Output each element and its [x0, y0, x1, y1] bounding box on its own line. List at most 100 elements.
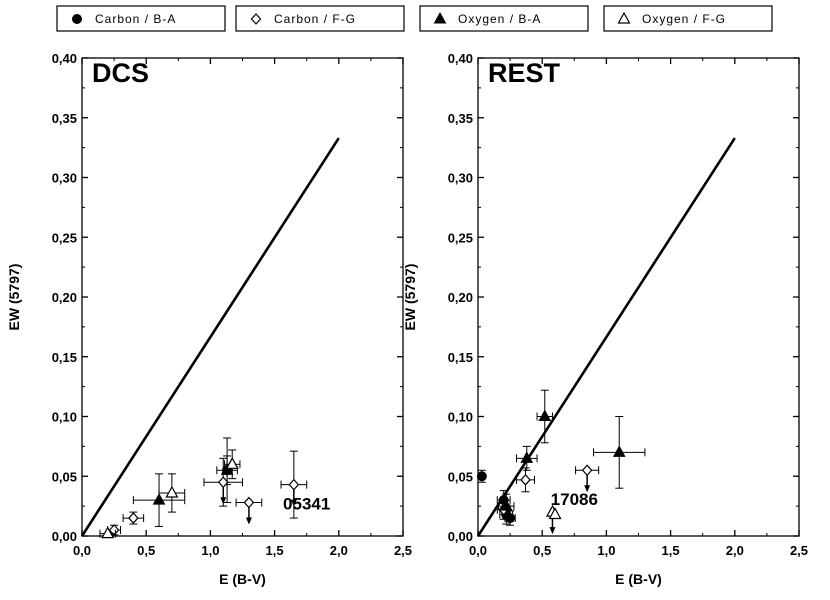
y-tick-label: 0,35: [52, 111, 77, 126]
marker-open-triangle-icon: [165, 485, 179, 498]
marker-open-diamond-icon: [108, 524, 120, 536]
series-open-triangle: [99, 449, 241, 539]
marker-filled-triangle-icon: [499, 499, 513, 511]
panel-title: DCS: [92, 58, 149, 88]
legend-box: [603, 5, 773, 32]
y-tick-label: 0,25: [52, 230, 77, 245]
legend-entry-4: Oxygen / F-G: [603, 5, 773, 32]
y-tick-label: 0,05: [448, 469, 473, 484]
y-tick-label: 0,05: [52, 469, 77, 484]
y-tick-label: 0,35: [448, 111, 473, 126]
legend-entry-3: Oxygen / B-A: [419, 5, 589, 32]
y-tick-label: 0,40: [52, 51, 77, 66]
y-tick-label: 0,00: [52, 529, 77, 544]
panel-rest: 0,0 0,5 1,0 1,5 2,0 2,5 0,00 0,05 0,10 0,15 0,20 0,…: [402, 51, 808, 587]
annotation-label: 17086: [551, 490, 598, 509]
series-filled-triangle: [498, 389, 646, 519]
y-tick-label: 0,20: [52, 290, 77, 305]
marker-filled-triangle-icon: [520, 451, 534, 463]
series-open-triangle: [545, 504, 562, 535]
marker-filled-triangle-icon: [220, 463, 234, 475]
series-open-diamond: [496, 464, 600, 520]
data-point: [516, 467, 535, 493]
marker-filled-triangle-icon: [538, 409, 552, 421]
series-filled-circle: [476, 469, 516, 526]
x-tick-label: 2,0: [726, 543, 744, 558]
y-tick-label: 0,15: [52, 350, 77, 365]
x-tick-label: 0,0: [73, 543, 91, 558]
data-point: [593, 416, 646, 489]
data-point: [122, 511, 145, 525]
data-point: [99, 526, 116, 539]
y-tick-label: 0,10: [448, 410, 473, 425]
data-point: [224, 449, 241, 480]
y-axis-label: EW (5797): [402, 264, 418, 331]
marker-open-diamond-icon: [288, 478, 300, 491]
y-tick-label: 0,30: [448, 171, 473, 186]
data-point: [575, 464, 600, 493]
legend-box: [419, 5, 589, 32]
marker-open-diamond-icon: [520, 473, 531, 486]
plot-frame: [477, 57, 800, 537]
y-tick-label: 0,00: [448, 529, 473, 544]
x-tick-label: 0,0: [469, 543, 487, 558]
marker-open-diamond-icon: [581, 464, 593, 477]
data-point: [516, 445, 538, 471]
marker-filled-circle-icon: [476, 471, 487, 482]
arrow-down-icon: [584, 485, 591, 493]
x-tick-label: 2,5: [394, 543, 412, 558]
data-point: [158, 473, 186, 513]
x-tick-label: 2,5: [790, 543, 808, 558]
arrow-down-icon: [290, 499, 297, 507]
x-axis-label: E (B-V): [615, 571, 662, 587]
y-tick-label: 0,20: [448, 290, 473, 305]
legend-marker-open-triangle-icon: [617, 11, 631, 24]
legend: Carbon / B-A Carbon / F-G Oxygen / B-A Oxyg…: [56, 5, 773, 32]
arrow-down-icon: [220, 497, 227, 505]
marker-open-triangle-icon: [101, 526, 115, 539]
series-open-diamond: [107, 450, 308, 536]
legend-label: Oxygen / F-G: [642, 12, 726, 26]
y-tick-label: 0,10: [52, 410, 77, 425]
x-tick-label: 1,5: [662, 543, 680, 558]
legend-marker-filled-triangle-icon: [433, 11, 447, 24]
data-point: [107, 524, 122, 536]
marker-open-triangle-icon: [225, 457, 239, 469]
marker-filled-triangle-icon: [152, 493, 166, 505]
panel-dcs: 0,0 0,5 1,0 1,5 2,0 2,5 0,00 0,05 0,10 0,15 0,20 0,…: [6, 51, 412, 587]
y-tick-label: 0,25: [448, 230, 473, 245]
data-point: [132, 473, 186, 527]
panel-title: REST: [488, 58, 561, 88]
data-point: [220, 437, 234, 504]
y-tick-label: 0,15: [448, 350, 473, 365]
y-tick-label: 0,40: [448, 51, 473, 66]
x-tick-label: 2,0: [330, 543, 348, 558]
series-filled-triangle: [132, 437, 234, 527]
legend-marker-filled-circle-icon: [72, 14, 82, 24]
data-point: [548, 507, 562, 520]
data-point: [498, 493, 515, 519]
marker-open-diamond-icon: [217, 476, 229, 489]
x-tick-label: 0,5: [533, 543, 551, 558]
reference-line: [476, 137, 736, 537]
legend-label: Carbon / F-G: [274, 12, 356, 26]
marker-open-diamond-icon: [128, 512, 139, 524]
data-point: [235, 496, 263, 525]
marker-open-diamond-icon: [243, 496, 255, 509]
legend-marker-open-diamond-icon: [250, 13, 262, 25]
data-point: [476, 469, 487, 483]
reference-line: [80, 137, 340, 537]
x-tick-label: 0,5: [137, 543, 155, 558]
marker-open-triangle-icon: [548, 507, 562, 520]
y-axis-label: EW (5797): [6, 264, 22, 331]
legend-entry-2: Carbon / F-G: [235, 5, 405, 32]
y-tick-label: 0,30: [52, 171, 77, 186]
plot-frame: [81, 57, 404, 537]
data-point: [203, 457, 243, 507]
data-point: [536, 389, 553, 444]
x-tick-label: 1,5: [266, 543, 284, 558]
legend-box: [56, 5, 226, 32]
arrow-down-icon: [549, 527, 556, 535]
annotation-label: 05341: [283, 495, 330, 514]
